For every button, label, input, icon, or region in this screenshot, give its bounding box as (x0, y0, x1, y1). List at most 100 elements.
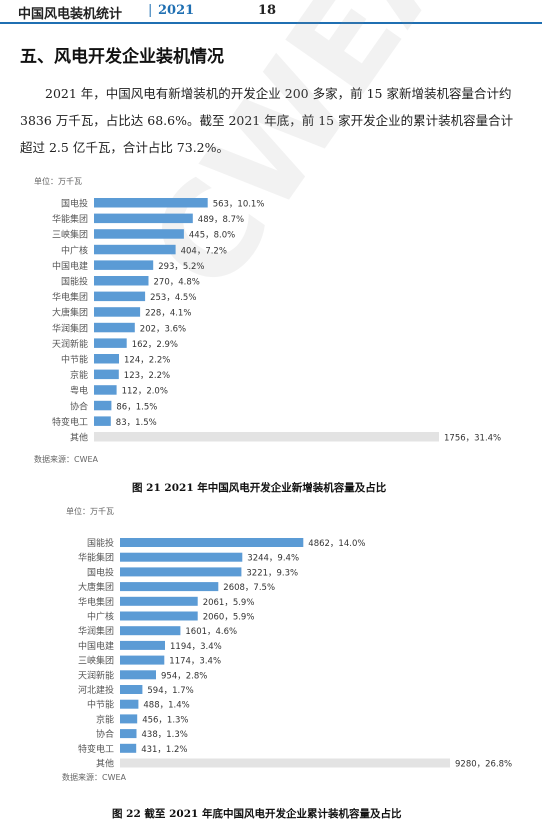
bar (120, 626, 181, 636)
bar (94, 338, 127, 348)
bar (120, 729, 137, 739)
bar (120, 655, 165, 665)
data-label: 162，2.9% (132, 340, 178, 350)
data-label: 445，8.0% (189, 231, 235, 241)
category-label: 大唐集团 (52, 307, 88, 319)
figure-22-caption: 图 22 截至 2021 年底中国风电开发企业累计装机容量及占比 (112, 808, 402, 820)
category-label: 中广核 (87, 611, 114, 623)
bar (94, 385, 117, 395)
category-label: 粤电 (70, 385, 88, 397)
category-label: 协合 (70, 400, 88, 412)
data-label: 83，1.5% (116, 418, 157, 428)
data-label: 404，7.2% (181, 246, 227, 256)
category-label: 国能投 (61, 276, 88, 288)
category-label: 中国电建 (78, 640, 114, 652)
bar (120, 596, 198, 606)
data-label: 594，1.7% (147, 686, 193, 696)
bar (94, 260, 154, 270)
data-label: 488，1.4% (143, 701, 189, 711)
category-label: 华能集团 (52, 213, 88, 225)
figure-21-caption: 图 21 2021 年中国风电开发企业新增装机容量及占比 (132, 482, 387, 494)
data-label: 4862，14.0% (308, 539, 365, 549)
bar-other (94, 432, 439, 442)
data-label: 9280，26.8% (455, 760, 512, 770)
data-label: 2061，5.9% (203, 598, 255, 608)
bar (120, 640, 165, 650)
data-label: 431，1.2% (141, 745, 187, 755)
bar (94, 276, 149, 286)
data-label: 2608，7.5% (223, 583, 275, 593)
data-label: 228，4.1% (145, 309, 191, 319)
bar-other (120, 758, 450, 768)
data-label: 563，10.1% (213, 200, 265, 210)
category-label: 国能投 (87, 537, 114, 549)
bar (94, 322, 135, 333)
category-label: 河北建投 (78, 684, 114, 696)
bar (120, 552, 243, 562)
data-label: 270，4.8% (154, 278, 200, 288)
data-label: 112，2.0% (122, 387, 168, 397)
category-label: 中节能 (61, 354, 88, 366)
unit-label: 单位：万千瓦 (66, 506, 114, 516)
source-note: 数据来源：CWEA (62, 772, 127, 782)
page-header: 中国风电装机统计 | 2021 18 (0, 0, 542, 24)
body-paragraph: 2021 年，中国风电有新增装机的开发企业 200 多家，前 15 家新增装机容… (20, 86, 514, 155)
bar (94, 400, 112, 411)
bar (120, 670, 156, 680)
data-label: 1756，31.4% (444, 434, 501, 444)
bar (94, 244, 176, 255)
bar (94, 291, 146, 302)
data-label: 1601，4.6% (185, 627, 237, 637)
bar (120, 567, 242, 577)
bar (120, 714, 138, 724)
category-label: 国电投 (61, 198, 88, 210)
header-title: 中国风电装机统计 (18, 7, 123, 22)
category-label: 中节能 (87, 699, 114, 711)
bar (94, 369, 119, 380)
source-note: 数据来源：CWEA (34, 454, 99, 464)
header-year: 2021 (158, 3, 195, 18)
data-label: 253，4.5% (150, 293, 196, 303)
bar (120, 743, 137, 753)
data-label: 456，1.3% (142, 715, 188, 725)
category-label: 京能 (70, 369, 88, 381)
header-separator: | (148, 3, 153, 18)
unit-label: 单位：万千瓦 (34, 176, 82, 186)
data-label: 86，1.5% (116, 402, 157, 412)
bar (94, 229, 184, 239)
bar (120, 538, 304, 547)
category-label: 三峡集团 (52, 229, 88, 241)
category-label: 天润新能 (78, 669, 114, 681)
section-title: 五、风电开发企业装机情况 (20, 47, 224, 67)
category-label: 国电投 (87, 566, 114, 578)
category-label: 华润集团 (52, 322, 88, 334)
bar (94, 198, 208, 208)
data-label: 293，5.2% (158, 262, 204, 272)
bar (120, 582, 219, 592)
category-label: 华能集团 (78, 552, 114, 564)
page-number: 18 (258, 3, 277, 18)
data-label: 3244，9.4% (247, 554, 299, 564)
category-label: 中国电建 (52, 260, 88, 272)
data-label: 489，8.7% (198, 215, 244, 225)
bar (120, 699, 139, 709)
data-label: 1194，3.4% (170, 642, 222, 652)
category-label: 协合 (96, 728, 114, 740)
bar (94, 213, 193, 224)
category-label: 华电集团 (52, 291, 88, 303)
category-label: 天润新能 (52, 338, 88, 350)
category-label: 其他 (70, 432, 88, 444)
data-label: 202，3.6% (140, 324, 186, 334)
category-label: 华电集团 (78, 596, 114, 608)
category-label: 三峡集团 (78, 655, 114, 667)
category-label: 特变电工 (52, 416, 88, 428)
category-label: 特变电工 (78, 743, 114, 755)
bar (120, 611, 198, 621)
bar (120, 685, 143, 694)
bar (94, 354, 119, 364)
category-label: 中广核 (61, 244, 88, 256)
data-label: 124，2.2% (124, 356, 170, 366)
data-label: 2060，5.9% (203, 613, 255, 623)
